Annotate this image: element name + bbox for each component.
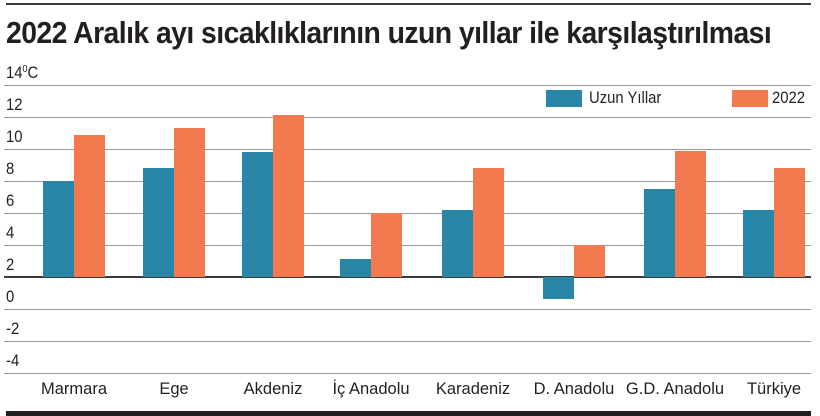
bar-2022 [675, 150, 706, 277]
bar-long-term [340, 259, 371, 277]
bar-long-term [743, 209, 774, 277]
legend-label-long-term: Uzun Yıllar [589, 89, 662, 107]
top-rule [6, 3, 811, 5]
gridline [4, 341, 811, 342]
unit-label: C [27, 64, 39, 82]
gridline [4, 85, 811, 86]
y-tick-value: 12 [6, 96, 23, 114]
legend-label-2022: 2022 [772, 89, 806, 107]
bar-long-term [442, 209, 473, 277]
gridline [4, 213, 811, 214]
bar-2022 [371, 213, 402, 277]
x-category-label: Karadeniz [435, 380, 511, 398]
bar-2022 [74, 134, 105, 277]
bar-long-term [43, 181, 74, 277]
legend-swatch-2022 [732, 90, 768, 107]
y-tick-value: 14 [6, 64, 23, 82]
y-tick-label: 12 [6, 96, 23, 115]
degree-symbol: 0 [22, 64, 28, 75]
bar-2022 [174, 128, 205, 277]
gridline [4, 309, 811, 310]
footer-bar [6, 411, 811, 416]
y-tick-value: 0 [6, 288, 15, 306]
bar-2022 [473, 168, 504, 277]
gridline [4, 181, 811, 182]
bar-long-term [644, 189, 675, 277]
bar-long-term [143, 168, 174, 277]
bar-2022 [574, 245, 605, 277]
y-tick-label: -4 [6, 352, 19, 371]
y-tick-value: 10 [6, 128, 23, 146]
y-tick-value: 4 [6, 224, 15, 242]
y-tick-label: 6 [6, 192, 14, 211]
x-category-label: G.D. Anadolu [625, 380, 725, 398]
y-tick-label: 140C [6, 64, 38, 83]
x-category-label: İç Anadolu [332, 380, 410, 398]
x-category-label: Türkiye [746, 380, 802, 398]
bar-long-term [543, 277, 574, 300]
y-tick-value: -4 [6, 352, 20, 370]
y-tick-label: -2 [6, 320, 19, 339]
x-category-label: Marmara [40, 380, 107, 398]
x-category-label: Akdeniz [243, 380, 303, 398]
bar-long-term [242, 152, 273, 277]
y-tick-value: -2 [6, 320, 20, 338]
y-tick-label: 10 [6, 128, 23, 147]
legend-swatch-long-term [546, 90, 582, 107]
gridline [4, 117, 811, 118]
bar-2022 [774, 168, 805, 277]
gridline [4, 149, 811, 150]
bar-2022 [273, 115, 304, 277]
y-tick-label: 2 [6, 256, 14, 275]
chart-title: 2022 Aralık ayı sıcaklıklarının uzun yıl… [6, 16, 772, 50]
y-tick-value: 2 [6, 256, 15, 274]
y-tick-value: 8 [6, 160, 15, 178]
x-category-label: Ege [159, 380, 189, 398]
gridline [4, 245, 811, 246]
gridline [4, 373, 811, 374]
y-tick-value: 6 [6, 192, 15, 210]
y-tick-label: 4 [6, 224, 14, 243]
y-tick-label: 0 [6, 288, 14, 307]
x-category-label: D. Anadolu [533, 380, 615, 398]
baseline [4, 276, 811, 278]
y-tick-label: 8 [6, 160, 14, 179]
